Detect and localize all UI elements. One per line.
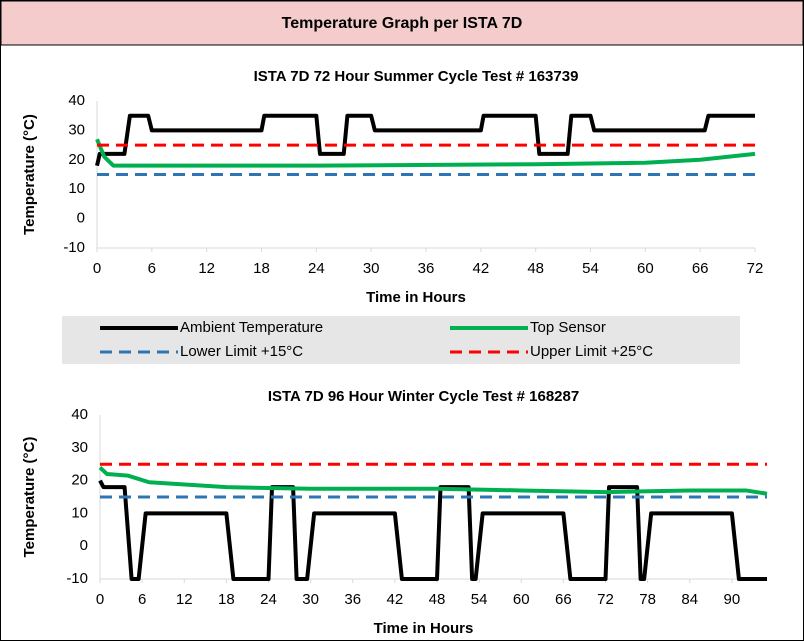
x-tick-label: 48 (527, 260, 544, 277)
header-title: Temperature Graph per ISTA 7D (282, 15, 523, 32)
x-tick-label: 6 (148, 260, 156, 277)
y-tick-label: 20 (68, 151, 85, 168)
legend-label: Top Sensor (530, 319, 606, 336)
series-line (95, 113, 755, 167)
legend-label: Upper Limit +25°C (530, 343, 653, 360)
x-tick-label: 66 (692, 260, 709, 277)
y-tick-label: 20 (71, 472, 88, 489)
y-tick-label: 10 (68, 180, 85, 197)
x-tick-label: 60 (513, 591, 530, 608)
chart-title: ISTA 7D 96 Hour Winter Cycle Test # 1682… (268, 388, 579, 405)
series-line (98, 479, 767, 581)
x-tick-label: 42 (387, 591, 404, 608)
x-tick-label: 54 (582, 260, 599, 277)
header-band (0, 0, 804, 46)
x-tick-label: 36 (344, 591, 361, 608)
x-tick-label: 18 (253, 260, 270, 277)
x-tick-label: 24 (260, 591, 277, 608)
x-tick-label: 90 (724, 591, 741, 608)
series-line (98, 466, 768, 496)
y-tick-label: -10 (63, 239, 85, 256)
x-tick-label: 12 (198, 260, 215, 277)
x-tick-label: 60 (637, 260, 654, 277)
y-axis-label: Temperature (°C) (21, 114, 38, 235)
y-tick-label: -10 (66, 570, 88, 587)
x-tick-label: 0 (96, 591, 104, 608)
y-axis-label: Temperature (°C) (21, 437, 38, 558)
chart-title: ISTA 7D 72 Hour Summer Cycle Test # 1637… (254, 68, 579, 85)
y-tick-label: 40 (68, 92, 85, 109)
x-tick-label: 78 (639, 591, 656, 608)
y-tick-label: 0 (80, 537, 88, 554)
x-tick-label: 0 (93, 260, 101, 277)
series-line (95, 138, 756, 168)
x-tick-label: 6 (138, 591, 146, 608)
x-tick-label: 42 (472, 260, 489, 277)
legend-box (62, 316, 740, 364)
x-tick-label: 30 (302, 591, 319, 608)
x-tick-label: 72 (597, 591, 614, 608)
y-tick-label: 10 (71, 504, 88, 521)
x-tick-label: 54 (471, 591, 488, 608)
x-tick-label: 66 (555, 591, 572, 608)
x-tick-label: 72 (747, 260, 764, 277)
y-tick-label: 30 (68, 121, 85, 138)
x-tick-label: 24 (308, 260, 325, 277)
legend-label: Ambient Temperature (180, 319, 323, 336)
x-tick-label: 36 (418, 260, 435, 277)
x-tick-label: 84 (681, 591, 698, 608)
x-axis-label: Time in Hours (366, 289, 466, 306)
y-tick-label: 30 (71, 439, 88, 456)
legend-label: Lower Limit +15°C (180, 343, 303, 360)
x-tick-label: 18 (218, 591, 235, 608)
x-tick-label: 12 (176, 591, 193, 608)
y-tick-label: 40 (71, 406, 88, 423)
x-axis-label: Time in Hours (374, 620, 474, 637)
y-tick-label: 0 (77, 210, 85, 227)
x-tick-label: 30 (363, 260, 380, 277)
x-tick-label: 48 (429, 591, 446, 608)
